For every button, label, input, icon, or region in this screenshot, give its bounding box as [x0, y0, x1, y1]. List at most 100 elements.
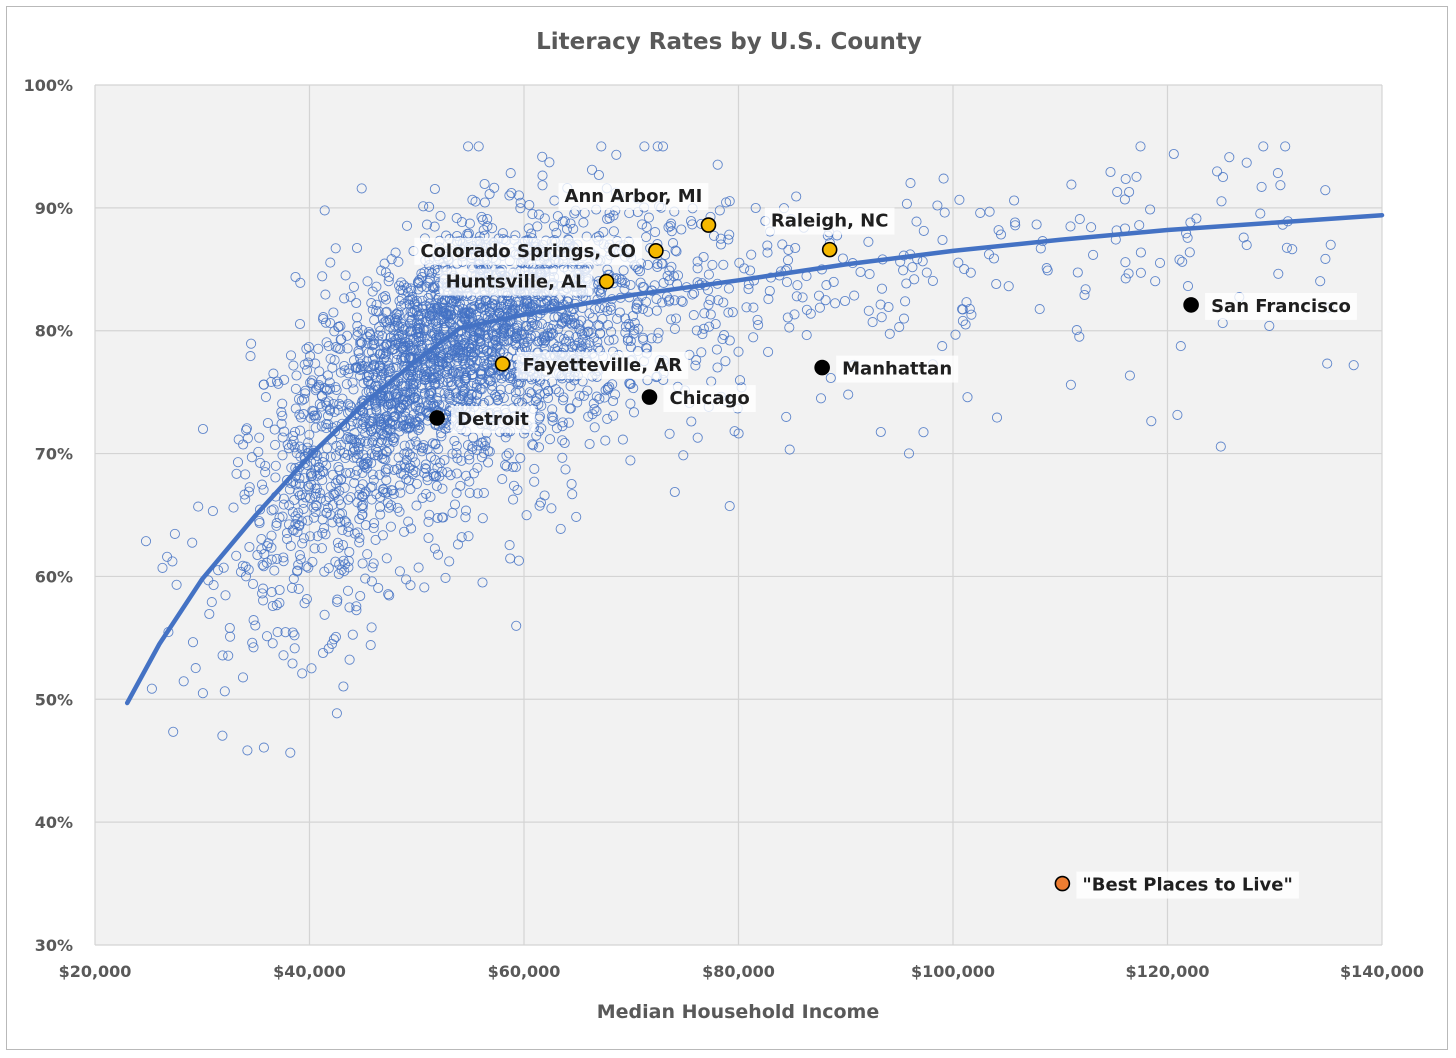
- county-point: [554, 387, 565, 398]
- county-point: [449, 435, 460, 446]
- county-point: [960, 319, 971, 330]
- county-point: [515, 203, 526, 214]
- county-point: [276, 418, 287, 429]
- point-label: "Best Places to Live": [1082, 875, 1292, 896]
- county-point: [404, 449, 415, 460]
- county-point: [957, 315, 968, 326]
- county-point: [260, 392, 271, 403]
- county-point: [270, 439, 281, 450]
- county-point: [480, 435, 491, 446]
- county-point: [828, 276, 839, 287]
- county-point: [762, 247, 773, 258]
- county-point: [1175, 341, 1186, 352]
- county-point: [718, 297, 729, 308]
- county-point: [391, 309, 402, 320]
- county-point: [399, 440, 410, 451]
- county-point: [537, 170, 548, 181]
- county-point: [401, 574, 412, 585]
- county-point: [528, 440, 539, 451]
- labeled-point: San Francisco: [1183, 292, 1357, 320]
- county-point: [325, 257, 336, 268]
- county-point: [604, 213, 615, 224]
- county-point: [278, 499, 289, 510]
- county-point: [225, 631, 236, 642]
- county-point: [670, 313, 682, 324]
- county-point: [1212, 166, 1223, 177]
- county-point: [549, 312, 560, 323]
- county-point: [440, 572, 451, 583]
- county-point: [582, 327, 593, 338]
- county-point: [592, 336, 603, 348]
- county-point: [349, 528, 360, 539]
- county-point: [351, 601, 362, 612]
- county-point: [745, 265, 756, 276]
- county-point: [1135, 141, 1146, 152]
- county-point: [435, 210, 446, 221]
- county-point: [532, 221, 543, 232]
- county-point: [574, 390, 585, 401]
- county-point: [557, 452, 568, 463]
- county-point: [631, 299, 642, 310]
- county-point: [536, 318, 547, 329]
- county-point: [646, 333, 657, 344]
- county-point: [352, 326, 363, 337]
- county-point: [368, 475, 379, 486]
- county-point: [497, 474, 508, 485]
- county-point: [552, 211, 563, 222]
- county-point: [483, 457, 494, 468]
- county-point: [843, 389, 854, 400]
- county-point: [460, 308, 471, 319]
- county-point: [560, 464, 571, 475]
- county-point: [291, 370, 302, 381]
- county-point: [258, 484, 269, 495]
- county-point: [444, 305, 455, 316]
- county-point: [801, 330, 812, 341]
- county-point: [901, 278, 912, 289]
- county-point: [449, 345, 460, 356]
- county-point: [315, 493, 326, 504]
- county-point: [271, 376, 283, 387]
- county-point: [231, 550, 242, 561]
- county-point: [608, 410, 619, 421]
- county-point: [367, 437, 378, 448]
- y-tick-label: 80%: [35, 322, 73, 341]
- county-point: [586, 164, 598, 175]
- county-point: [511, 620, 522, 631]
- county-point: [470, 196, 481, 207]
- county-point: [293, 583, 304, 594]
- county-point: [367, 562, 378, 573]
- county-point: [333, 321, 344, 332]
- county-point: [295, 451, 306, 462]
- county-point: [1320, 253, 1331, 264]
- county-point: [602, 319, 613, 331]
- county-point: [392, 502, 403, 513]
- county-point: [477, 513, 488, 524]
- county-point: [259, 548, 270, 560]
- county-point: [242, 745, 253, 756]
- y-tick-label: 70%: [35, 445, 73, 464]
- county-point: [1325, 239, 1336, 250]
- county-point: [522, 336, 533, 347]
- county-point: [375, 509, 386, 520]
- county-point: [1172, 409, 1183, 420]
- county-point: [1071, 325, 1082, 336]
- county-point: [466, 380, 477, 391]
- county-point: [748, 302, 759, 313]
- county-point: [369, 359, 380, 370]
- county-point: [324, 404, 335, 415]
- county-point: [652, 333, 663, 344]
- county-point: [362, 338, 373, 349]
- y-tick-label: 30%: [35, 936, 73, 955]
- county-point: [950, 329, 961, 340]
- county-point: [582, 385, 593, 396]
- county-point: [356, 183, 367, 194]
- county-point: [1264, 320, 1275, 331]
- county-point: [784, 444, 795, 455]
- county-point: [421, 339, 432, 350]
- county-point: [433, 317, 444, 328]
- county-point: [388, 362, 399, 373]
- county-point: [593, 320, 604, 331]
- county-point: [328, 634, 339, 645]
- county-point: [262, 417, 273, 429]
- county-point: [295, 554, 306, 565]
